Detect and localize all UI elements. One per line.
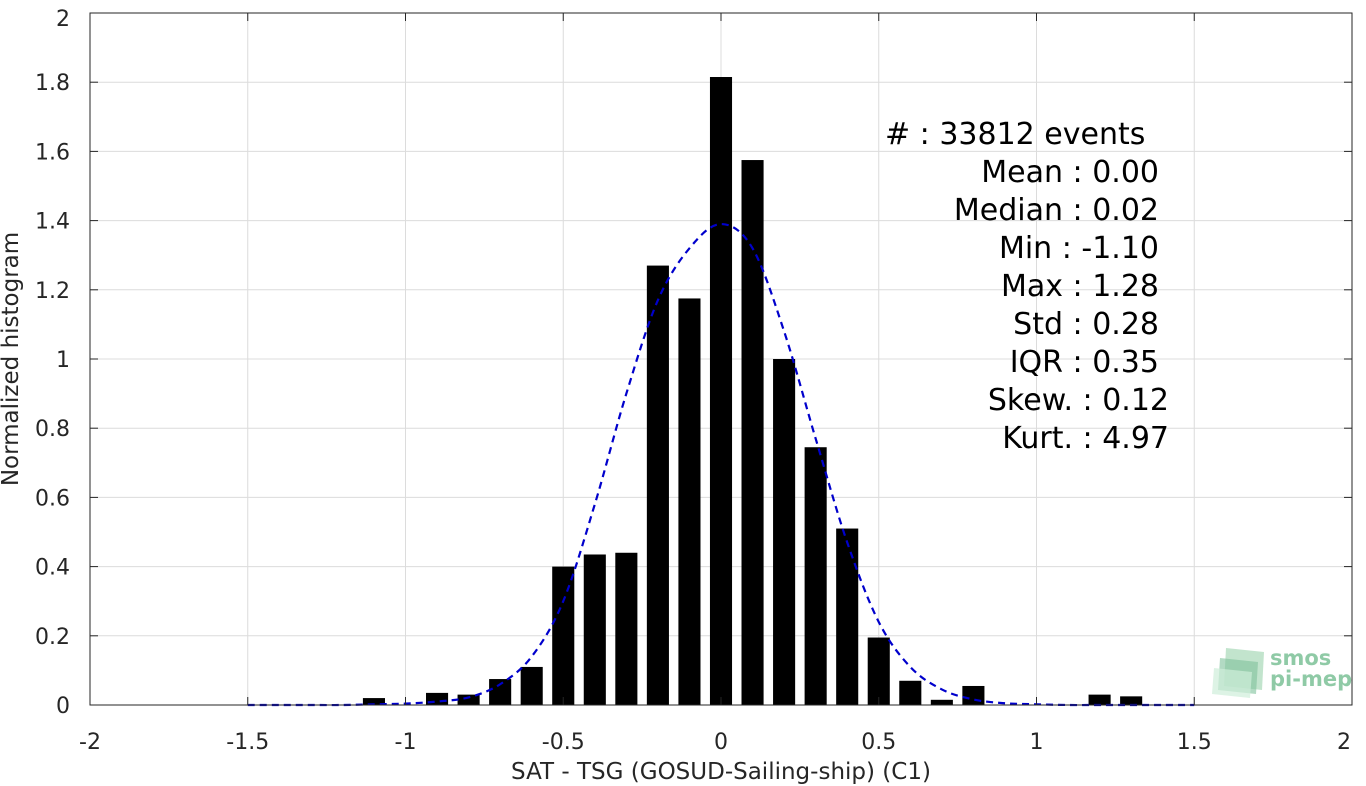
histogram-bar [836, 528, 859, 705]
histogram-bar [615, 552, 638, 705]
histogram-bar [489, 679, 512, 705]
x-tick-label: 2 [1337, 730, 1351, 755]
y-tick-label: 0.8 [35, 417, 70, 442]
histogram-bar [773, 359, 796, 705]
histogram-bar [741, 160, 764, 706]
axis-ticks [89, 12, 1353, 706]
histogram-bar [804, 447, 827, 705]
stats-line: Mean : 0.00 [981, 155, 1159, 190]
y-tick-label: 1.6 [35, 140, 70, 165]
histogram-bar [962, 685, 985, 705]
histogram-bar [1120, 696, 1143, 705]
histogram-bar [552, 566, 575, 705]
y-tick-label: 2 [56, 7, 70, 32]
histogram-bar [678, 298, 701, 705]
x-tick-labels: -2 -1.5 -1 -0.5 0 0.5 1 1.5 2 [79, 730, 1351, 755]
y-tick-label: 1.4 [35, 210, 70, 235]
y-tick-label: 0 [56, 694, 70, 719]
x-tick-label: 0.5 [861, 730, 896, 755]
histogram-bar [520, 666, 543, 705]
logo-text-line2: pi-mep [1270, 667, 1352, 691]
stats-line: # : 33812 events [885, 117, 1145, 152]
y-axis-label: Normalized histogram [0, 232, 24, 486]
histogram-bar [867, 637, 890, 705]
x-tick-label: -2 [79, 730, 101, 755]
histogram-bar [930, 699, 953, 705]
x-axis-label: SAT - TSG (GOSUD-Sailing-ship) (C1) [511, 759, 931, 785]
x-tick-label: 1.5 [1177, 730, 1212, 755]
histogram-bar [583, 554, 606, 705]
y-tick-label: 1.8 [35, 71, 70, 96]
histogram-bars [362, 77, 1143, 706]
x-tick-label: -0.5 [542, 730, 585, 755]
stats-line: Std : 0.28 [1013, 307, 1159, 342]
normal-fit-curve [247, 222, 1195, 707]
stats-line: Median : 0.02 [954, 193, 1159, 228]
y-tick-labels: 0 0.2 0.4 0.6 0.8 1 1.2 1.4 1.6 1.8 2 [35, 7, 70, 719]
histogram-bar [1088, 694, 1111, 705]
x-tick-label: -1 [395, 730, 417, 755]
x-tick-label: 1 [1030, 730, 1044, 755]
stats-line: Kurt. : 4.97 [1002, 421, 1169, 456]
y-tick-label: 0.2 [35, 625, 70, 650]
histogram-bar [362, 698, 385, 705]
stats-line: Skew. : 0.12 [988, 383, 1169, 418]
stats-line: IQR : 0.35 [1010, 345, 1159, 380]
histogram-bar [646, 265, 669, 705]
histogram-bar [709, 77, 733, 705]
y-tick-label: 1 [56, 348, 70, 373]
histogram-bar [899, 680, 922, 705]
histogram-bar [457, 694, 480, 705]
logo: smos pi-mep [1212, 646, 1352, 698]
logo-emblem-icon [1212, 648, 1264, 698]
y-tick-label: 1.2 [35, 279, 70, 304]
x-tick-label: -1.5 [226, 730, 269, 755]
x-tick-label: 0 [714, 730, 728, 755]
y-tick-label: 0.4 [35, 556, 70, 581]
stats-line: Max : 1.28 [1001, 269, 1159, 304]
stats-line: Min : -1.10 [999, 231, 1159, 266]
y-tick-label: 0.6 [35, 486, 70, 511]
logo-text-line1: smos [1270, 646, 1331, 670]
